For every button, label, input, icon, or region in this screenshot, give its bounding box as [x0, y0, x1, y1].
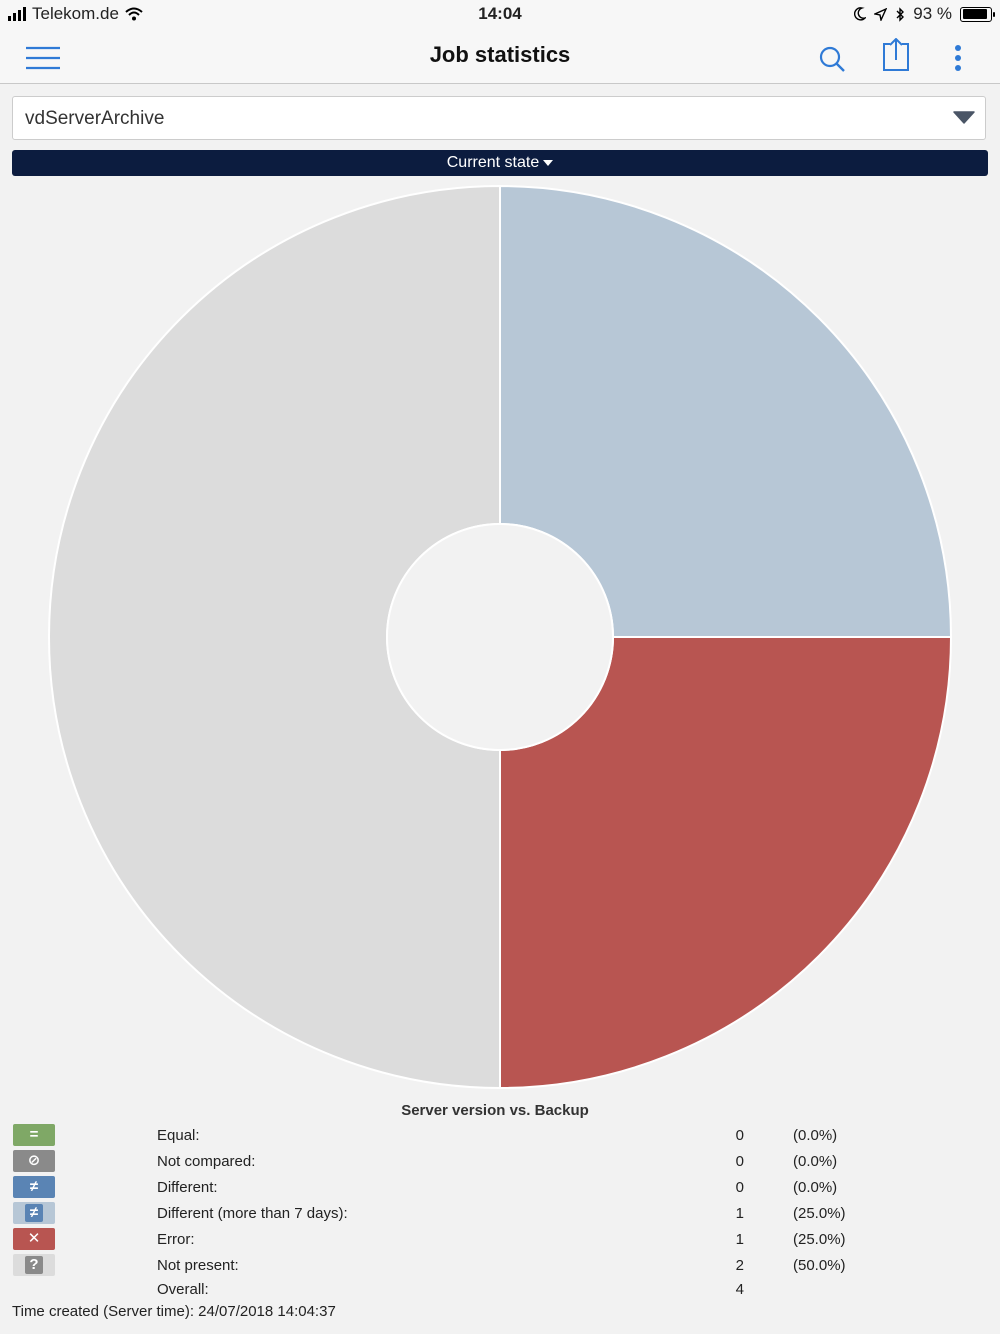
- legend-percent: (0.0%): [793, 1179, 838, 1196]
- status-right: 93 %: [854, 4, 995, 24]
- status-bar: Telekom.de 14:04 93 %: [0, 0, 1000, 28]
- status-time: 14:04: [478, 4, 522, 23]
- donut-hole: [386, 523, 614, 751]
- chart-title: Server version vs. Backup: [401, 1102, 589, 1119]
- legend-label: Not compared:: [157, 1153, 256, 1170]
- legend-label: Different (more than 7 days):: [157, 1205, 348, 1222]
- legend-row: ✕ Error: 1 (25.0%): [0, 1226, 1000, 1252]
- job-selector[interactable]: vdServerArchive: [12, 96, 986, 140]
- legend-count: 0: [735, 1179, 744, 1196]
- current-state-label: Current state: [446, 154, 540, 171]
- legend-row: ≠ Different (more than 7 days): 1 (25.0%): [0, 1200, 1000, 1226]
- location-arrow-icon: [874, 7, 888, 21]
- error-x-icon: ✕: [13, 1228, 55, 1250]
- legend-percent: (50.0%): [793, 1257, 846, 1274]
- battery-icon: [960, 6, 995, 22]
- caret-down-icon: [543, 159, 554, 166]
- time-created: Time created (Server time): 24/07/2018 1…: [12, 1303, 336, 1320]
- legend-percent: (25.0%): [793, 1205, 846, 1222]
- donut-chart: [48, 184, 953, 1090]
- legend-count: 0: [735, 1153, 744, 1170]
- legend-row: = Equal: 0 (0.0%): [0, 1122, 1000, 1148]
- legend-row-overall: Overall: 4: [0, 1276, 1000, 1302]
- legend-percent: (25.0%): [793, 1231, 846, 1248]
- legend-row: ? Not present: 2 (50.0%): [0, 1252, 1000, 1278]
- legend-row: ≠ Different: 0 (0.0%): [0, 1174, 1000, 1200]
- job-selector-value: vdServerArchive: [25, 108, 165, 129]
- equal-icon: =: [13, 1124, 55, 1146]
- not-compared-icon: ⊘: [13, 1150, 55, 1172]
- overall-label: Overall:: [157, 1281, 209, 1298]
- wifi-icon: [125, 7, 143, 21]
- legend-percent: (0.0%): [793, 1153, 838, 1170]
- legend-label: Not present:: [157, 1257, 239, 1274]
- moon-icon: [854, 7, 867, 21]
- legend-count: 0: [735, 1127, 744, 1144]
- legend-count: 2: [735, 1257, 744, 1274]
- battery-percent: 93 %: [913, 4, 952, 23]
- signal-icon: [8, 7, 26, 21]
- hamburger-icon[interactable]: [23, 38, 63, 78]
- legend-count: 1: [735, 1205, 744, 1222]
- bluetooth-icon: [896, 6, 905, 22]
- legend-label: Different:: [157, 1179, 218, 1196]
- legend-label: Equal:: [157, 1127, 200, 1144]
- battery-fill: [962, 9, 987, 19]
- more-vertical-icon[interactable]: [938, 38, 978, 78]
- carrier-label: Telekom.de: [32, 4, 119, 23]
- not-equal-old-icon-glyph: ≠: [25, 1204, 43, 1222]
- not-equal-icon: ≠: [13, 1176, 55, 1198]
- question-icon: ?: [13, 1254, 55, 1276]
- page-title: Job statistics: [429, 42, 571, 67]
- question-icon-glyph: ?: [25, 1256, 43, 1274]
- legend-row: ⊘ Not compared: 0 (0.0%): [0, 1148, 1000, 1174]
- share-icon[interactable]: [876, 37, 916, 78]
- legend-label: Error:: [157, 1231, 195, 1248]
- not-equal-old-icon: ≠: [13, 1202, 55, 1224]
- current-state-button[interactable]: Current state: [12, 150, 988, 176]
- legend-percent: (0.0%): [793, 1127, 838, 1144]
- legend-count: 1: [735, 1231, 744, 1248]
- status-left: Telekom.de: [8, 4, 143, 24]
- search-icon[interactable]: [812, 38, 852, 78]
- overall-count: 4: [735, 1281, 744, 1298]
- nav-bar: Job statistics: [0, 28, 1000, 84]
- chevron-down-icon: [953, 111, 975, 124]
